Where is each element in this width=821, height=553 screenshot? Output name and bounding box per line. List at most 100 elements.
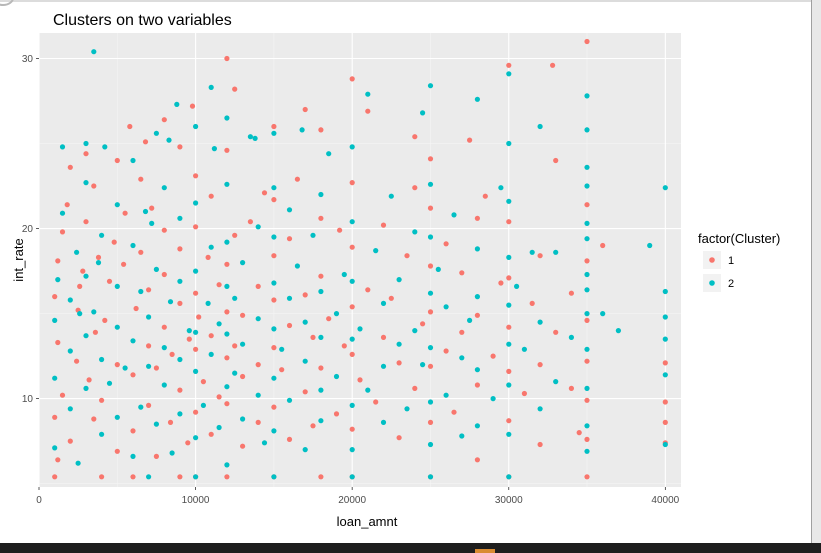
cluster-2-point [459,355,465,361]
cluster-2-point [161,345,167,351]
cluster-1-point [474,382,480,388]
cluster-1-point [271,197,277,203]
cluster-1-point [506,219,512,225]
cluster-2-point [224,239,230,245]
cluster-2-point [247,134,253,140]
cluster-2-point [310,232,316,238]
cluster-2-point [349,447,355,453]
cluster-1-point [498,280,504,286]
cluster-1-point [271,404,277,410]
cluster-1-point [240,373,246,380]
y-tick-label: 30 [22,54,34,65]
cluster-2-point [427,474,434,480]
cluster-1-point [224,474,230,480]
cluster-2-point [662,336,668,342]
cluster-2-point [412,229,418,235]
cluster-2-point [506,254,512,260]
plot-window: Clusters on two variables 0 10000 20000 300… [0,0,811,529]
cluster-2-point [52,375,58,381]
cluster-1-point [224,309,230,315]
cluster-1-point [271,253,277,259]
cluster-1-point [662,419,668,425]
cluster-2-point [302,319,308,325]
cluster-2-point [224,115,230,121]
legend-label-2: 2 [728,278,734,290]
cluster-2-point [380,419,387,425]
cluster-1-point [459,270,465,276]
cluster-1-point [83,219,89,225]
cluster-1-point [584,38,590,45]
cluster-1-point [142,139,149,145]
cluster-2-point [584,183,590,189]
cluster-1-point [349,244,355,250]
cluster-2-point [498,185,504,191]
cluster-2-point [286,295,293,301]
cluster-1-point [177,300,183,306]
cluster-2-point [427,234,434,240]
cluster-1-point [506,324,512,330]
cluster-2-point [506,474,512,480]
cluster-1-point [193,346,199,352]
cluster-2-point [506,71,512,77]
cluster-2-point [388,193,394,199]
y-axis-label: int_rate [11,238,26,281]
cluster-2-point [255,224,261,230]
taskbar-app-indicator [475,549,495,553]
cluster-1-point [584,202,590,208]
cluster-1-point [177,144,183,150]
plot-panel [39,33,681,487]
cluster-2-point [373,248,379,254]
cluster-2-point [193,123,199,130]
cluster-1-point [318,474,324,480]
cluster-2-point [193,200,199,206]
cluster-1-point [420,321,426,327]
cluster-1-point [537,253,543,259]
cluster-1-point [185,440,191,446]
cluster-1-point [474,215,480,221]
cluster-1-point [59,392,66,398]
cluster-2-point [216,424,222,431]
cluster-2-point [232,295,238,301]
cluster-2-point [146,474,152,480]
cluster-2-points [52,49,668,480]
cluster-1-point [193,173,199,179]
cluster-1-point [208,193,214,199]
cluster-2-point [186,328,192,334]
cluster-1-point [247,219,253,225]
cluster-1-point [224,355,230,361]
cluster-1-point [133,305,139,312]
cluster-1-point [224,147,230,153]
cluster-1-point [193,409,199,415]
cluster-2-point [240,260,246,266]
cluster-2-point [200,402,206,408]
cluster-2-point [662,441,668,448]
cluster-2-point [299,127,305,133]
cluster-1-point [149,205,155,211]
cluster-1-point [189,103,196,109]
cluster-2-point [224,283,230,289]
cluster-2-point [74,249,80,255]
cluster-1-point [153,365,159,371]
cluster-1-point [224,261,230,267]
cluster-1-point [568,385,575,391]
cluster-2-point [584,220,590,226]
cluster-1-point [146,287,152,293]
cluster-2-point [83,140,89,147]
cluster-1-point [349,426,355,432]
window-right-frame [811,0,821,543]
cluster-1-point [318,273,324,279]
cluster-2-point [271,130,277,136]
cluster-1-point [584,436,590,442]
cluster-2-point [91,309,97,315]
cluster-2-point [114,324,120,330]
cluster-1-point [121,261,127,267]
cluster-2-point [506,198,512,204]
cluster-2-point [349,278,355,284]
x-axis-label: loan_amnt [337,514,398,529]
cluster-2-point [271,428,277,434]
cluster-1-point [77,283,83,289]
cluster-1-point [86,377,92,383]
cluster-2-point [600,311,606,317]
cluster-2-point [357,326,363,332]
cluster-2-point [83,180,89,186]
